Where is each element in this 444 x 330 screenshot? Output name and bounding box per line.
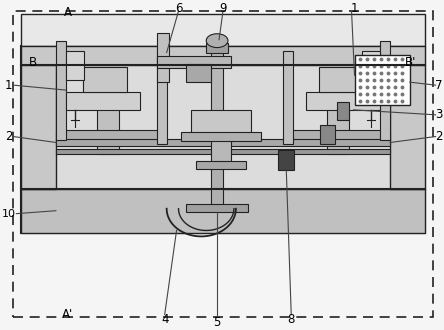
Bar: [83, 67, 127, 92]
Bar: [211, 164, 223, 209]
Bar: [21, 189, 425, 233]
Text: 9: 9: [219, 2, 227, 15]
Text: 10: 10: [1, 209, 16, 219]
Bar: [278, 150, 294, 170]
Text: 7: 7: [435, 79, 442, 92]
Bar: [56, 41, 66, 140]
Bar: [98, 108, 119, 154]
Bar: [283, 50, 293, 145]
Text: A: A: [64, 7, 72, 19]
Bar: [186, 204, 248, 212]
Bar: [66, 92, 140, 110]
Bar: [182, 132, 261, 142]
Text: 4: 4: [161, 313, 168, 326]
Text: 8: 8: [288, 313, 295, 326]
Bar: [21, 14, 425, 46]
Bar: [306, 92, 380, 110]
Bar: [362, 50, 380, 80]
Ellipse shape: [206, 34, 228, 48]
Bar: [356, 55, 410, 105]
Text: 3: 3: [435, 108, 442, 121]
Text: A': A': [62, 308, 73, 321]
Bar: [196, 161, 246, 169]
Text: 1: 1: [351, 2, 358, 15]
Text: B: B: [29, 56, 37, 69]
Bar: [320, 125, 335, 145]
Bar: [56, 149, 390, 154]
Bar: [186, 64, 211, 82]
Bar: [206, 43, 228, 52]
Bar: [286, 130, 390, 140]
Text: 5: 5: [214, 316, 221, 329]
Bar: [327, 108, 349, 154]
Bar: [21, 46, 425, 233]
Bar: [157, 56, 231, 68]
Bar: [157, 33, 169, 82]
Text: 2: 2: [5, 130, 12, 143]
Bar: [66, 50, 83, 80]
Bar: [380, 41, 390, 140]
Text: 2: 2: [435, 130, 442, 143]
Bar: [337, 102, 349, 120]
Bar: [56, 139, 390, 147]
Bar: [56, 130, 160, 140]
Bar: [21, 65, 56, 189]
Text: B': B': [405, 56, 416, 69]
Text: 6: 6: [175, 2, 182, 15]
Bar: [390, 65, 425, 189]
Bar: [21, 46, 425, 65]
Bar: [157, 50, 166, 145]
Bar: [191, 110, 251, 135]
Bar: [319, 67, 363, 92]
Bar: [211, 50, 223, 115]
Text: 1: 1: [5, 79, 12, 92]
Bar: [211, 140, 231, 164]
